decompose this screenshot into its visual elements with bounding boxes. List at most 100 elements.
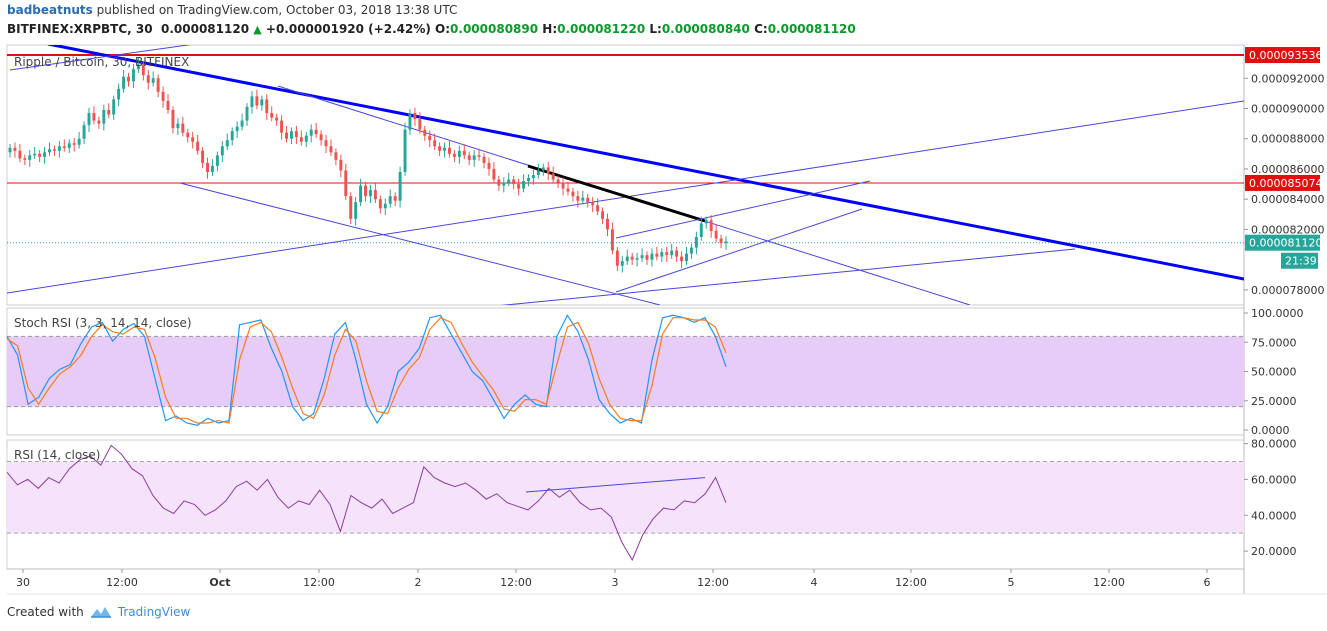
stoch-tick-label: 100.0000 <box>1251 307 1304 320</box>
candle-body <box>413 113 417 120</box>
candle-body <box>699 223 703 237</box>
candle-body <box>393 196 397 201</box>
candle-body <box>186 132 190 138</box>
price-label-text: 0.000081120 <box>1249 237 1322 250</box>
candle-body <box>403 129 407 172</box>
ohlc-header: BITFINEX:XRPBTC, 30 0.000081120 ▲ +0.000… <box>7 22 856 36</box>
candle-body <box>625 256 629 262</box>
candle <box>630 252 634 265</box>
candle-body <box>670 250 674 256</box>
candle <box>581 190 585 205</box>
candle-body <box>591 202 595 206</box>
candle-body <box>615 250 619 266</box>
candle-body <box>527 178 530 182</box>
candle-body <box>87 113 91 126</box>
candle-body <box>408 113 412 130</box>
candle-body <box>581 197 585 201</box>
candle-body <box>285 132 288 139</box>
candle <box>685 246 688 265</box>
candle <box>324 134 328 154</box>
candle <box>694 231 698 255</box>
long-support-line <box>500 248 1076 305</box>
time-tick-label: 6 <box>1204 576 1211 589</box>
candle-body <box>275 117 279 121</box>
candle <box>428 130 432 148</box>
candle <box>28 150 32 167</box>
candle-body <box>324 140 328 147</box>
candle-body <box>161 91 165 101</box>
candle-body <box>546 167 550 174</box>
rising-wedge-upper <box>615 180 871 239</box>
candle <box>556 175 560 188</box>
author-link[interactable]: badbeatnuts <box>7 3 93 17</box>
candle-body <box>122 76 126 89</box>
candle-body <box>645 255 649 260</box>
candle-body <box>531 175 535 179</box>
stoch-band <box>7 336 1244 407</box>
candle-body <box>704 220 708 224</box>
candle <box>107 103 111 119</box>
candle <box>299 130 303 146</box>
candle <box>151 71 155 87</box>
candle <box>245 103 249 126</box>
candle <box>388 189 392 208</box>
stoch-rsi-pane: 100.0000 75.0000 50.0000 25.0000 0.0000 <box>6 307 1304 437</box>
candle-body <box>383 203 387 209</box>
candle-body <box>146 75 150 83</box>
candle-body <box>349 196 353 219</box>
candle <box>255 89 259 110</box>
candle-body <box>694 236 698 248</box>
candle-body <box>215 155 219 166</box>
up-triangle-icon: ▲ <box>253 23 262 36</box>
candle-body <box>507 179 511 183</box>
candle <box>235 121 239 138</box>
candle-body <box>127 76 130 82</box>
candle-body <box>438 146 442 151</box>
candle <box>601 207 605 225</box>
rsi-divergence-line <box>525 477 706 493</box>
candle-body <box>240 120 244 127</box>
candle-body <box>685 253 688 262</box>
candle <box>220 140 224 163</box>
candle <box>443 142 447 158</box>
candle <box>625 249 629 265</box>
candle <box>201 147 205 169</box>
candle-body <box>304 135 308 142</box>
candle <box>285 125 288 143</box>
candle-body <box>18 150 22 159</box>
candle-body <box>462 150 466 156</box>
candle <box>576 190 580 208</box>
candle <box>82 121 86 145</box>
price-label-box <box>1245 47 1320 64</box>
candle <box>655 246 659 261</box>
candle-body <box>62 146 66 148</box>
rsi-band <box>7 461 1244 534</box>
candle-body <box>373 190 377 200</box>
candle-body <box>294 131 298 138</box>
tradingview-link[interactable]: TradingView <box>117 605 191 619</box>
candle-body <box>8 147 12 153</box>
stoch-tick-label: 50.0000 <box>1251 366 1297 379</box>
candle-body <box>210 165 214 172</box>
candle-body <box>52 149 56 151</box>
candle <box>438 142 442 157</box>
candle-body <box>334 152 338 160</box>
candle <box>146 69 150 90</box>
candle-body <box>77 138 81 145</box>
candle-body <box>640 255 644 259</box>
stoch-tick-label: 75.0000 <box>1251 336 1297 349</box>
price-change: +0.000001920 (+2.42%) <box>265 22 431 36</box>
candle <box>403 122 407 176</box>
candle <box>122 69 126 93</box>
candle-body <box>171 110 175 129</box>
rsi-tick-label: 20.0000 <box>1251 545 1297 558</box>
candle-body <box>314 129 318 135</box>
candle <box>349 192 353 225</box>
candle-body <box>566 188 570 192</box>
price-pane <box>7 45 1244 305</box>
candle <box>433 133 437 151</box>
black-trend-line <box>527 164 706 223</box>
rsi-tick-label: 60.0000 <box>1251 473 1297 486</box>
candle <box>196 134 200 155</box>
